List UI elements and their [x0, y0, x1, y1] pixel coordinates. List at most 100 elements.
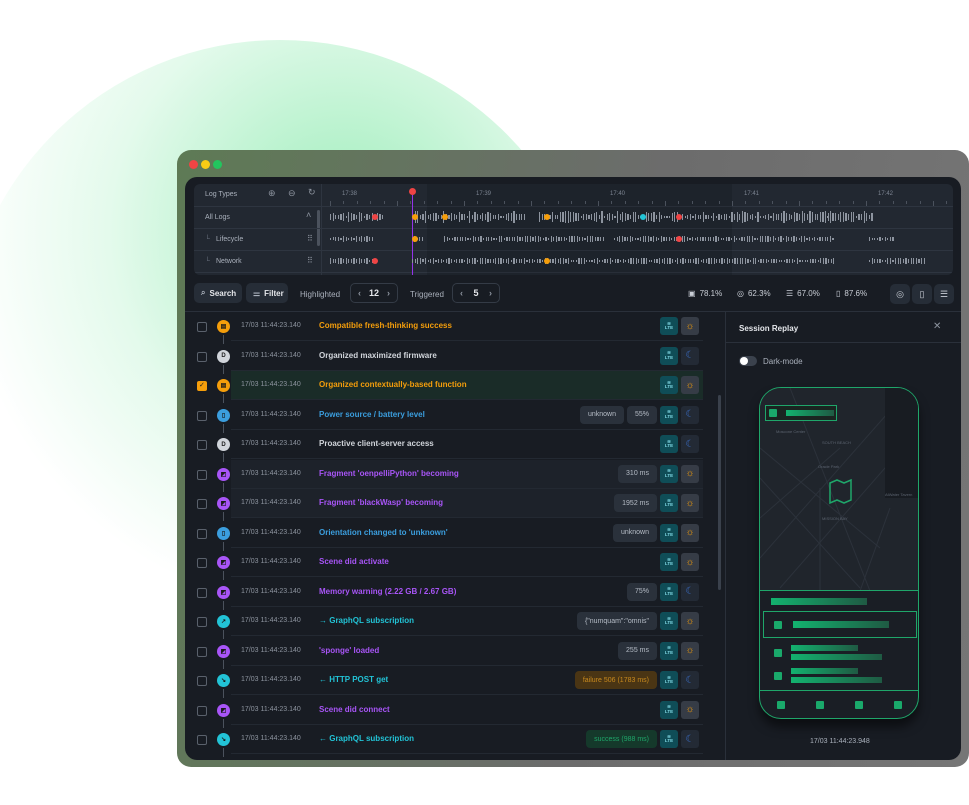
log-row[interactable]: 17/03 11:44:23.140 Fragment 'blackWasp' … — [231, 489, 703, 518]
chevron-left-icon[interactable]: ‹ — [460, 288, 463, 298]
log-event-marker[interactable] — [372, 258, 378, 264]
database-view-button[interactable]: ◎ — [890, 284, 910, 304]
device-replay[interactable]: Moscone Center SOUTH BEACH Oracle Park M… — [759, 387, 919, 719]
log-event-marker[interactable] — [544, 258, 550, 264]
log-density-bar — [560, 258, 562, 264]
log-row[interactable]: 17/03 11:44:23.140 ← GraphQL subscriptio… — [231, 725, 703, 754]
device-log-type-icon: ▯ — [217, 408, 230, 422]
log-density-bar — [353, 258, 355, 264]
log-density-bar — [337, 237, 339, 241]
log-row[interactable]: 17/03 11:44:23.140 Power source / batter… — [231, 401, 703, 430]
log-row[interactable]: 17/03 11:44:23.140 Orientation changed t… — [231, 519, 703, 548]
row-checkbox[interactable] — [197, 558, 207, 568]
log-density-bar — [842, 212, 844, 222]
tick-mark — [651, 201, 653, 204]
log-row[interactable]: 17/03 11:44:23.140 'sponge' loaded 255 m… — [231, 637, 703, 666]
timeline-row-all-logs[interactable]: All Logs ˄ — [194, 206, 953, 228]
lte-network-icon: ≋ LTE — [660, 730, 678, 748]
log-event-marker[interactable] — [676, 236, 682, 242]
log-density-bar — [668, 237, 670, 241]
chevron-right-icon[interactable]: › — [386, 288, 390, 298]
dark-mode-toggle[interactable] — [739, 356, 757, 366]
log-event-marker[interactable] — [412, 214, 418, 220]
log-event-marker[interactable] — [412, 236, 418, 242]
close-icon[interactable]: ✕ — [933, 321, 942, 332]
drag-handle-icon[interactable]: ⠿ — [307, 234, 313, 243]
log-density-bar — [650, 236, 652, 242]
log-row[interactable]: 17/03 11:44:23.140 Organized maximized f… — [231, 342, 703, 371]
log-density-bar — [793, 235, 795, 243]
timeline-row-lifecycle[interactable]: └ Lifecycle ⠿ — [194, 228, 953, 250]
log-density-bar — [749, 214, 751, 220]
row-checkbox[interactable] — [197, 440, 207, 450]
log-row[interactable]: 17/03 11:44:23.140 → GraphQL subscriptio… — [231, 607, 703, 636]
row-checkbox[interactable] — [197, 617, 207, 627]
drag-handle-icon[interactable]: ⠿ — [307, 256, 313, 265]
log-list-scrollbar[interactable] — [718, 395, 721, 590]
chevron-up-icon[interactable]: ˄ — [306, 210, 312, 220]
log-row[interactable]: 17/03 11:44:23.140 Compatible fresh-thin… — [231, 312, 703, 341]
log-row[interactable]: 17/03 11:44:23.140 Scene did connect ≋ LT… — [231, 696, 703, 725]
maximize-window-button[interactable] — [213, 160, 222, 169]
row-checkbox[interactable] — [197, 499, 207, 509]
row-checkbox[interactable] — [197, 528, 207, 539]
log-density-bar — [537, 235, 539, 242]
row-checkbox[interactable] — [197, 676, 207, 686]
log-event-marker[interactable] — [676, 214, 682, 220]
log-density-bar — [480, 235, 482, 243]
timeline-row-network[interactable]: └ Network ⠿ — [194, 250, 953, 272]
log-density-bar — [609, 213, 611, 221]
close-window-button[interactable] — [189, 160, 198, 169]
log-event-marker[interactable] — [640, 214, 646, 220]
log-density-bar — [558, 237, 560, 241]
log-density-bar — [586, 259, 588, 262]
row-checkbox[interactable] — [197, 322, 207, 332]
log-density-bar — [561, 237, 563, 241]
playhead[interactable] — [412, 195, 413, 275]
chevron-left-icon[interactable]: ‹ — [358, 288, 361, 298]
row-checkbox[interactable] — [197, 587, 207, 598]
row-checkbox[interactable] — [197, 469, 207, 480]
lte-network-icon: ≋ LTE — [660, 671, 678, 689]
row-checkbox[interactable]: ✓ — [197, 381, 207, 391]
log-event-marker[interactable] — [544, 214, 550, 220]
log-density-bar — [508, 258, 510, 264]
row-checkbox[interactable] — [197, 735, 207, 745]
log-row[interactable]: 17/03 11:44:23.140 ← HTTP POST get failu… — [231, 666, 703, 695]
log-density-bar — [708, 215, 710, 219]
row-checkbox[interactable] — [197, 705, 207, 716]
log-row[interactable]: 17/03 11:44:23.140 Memory warning (2.22 … — [231, 578, 703, 607]
list-view-button[interactable]: ☰ — [934, 284, 954, 304]
log-row[interactable]: 17/03 11:44:23.140 Scene did activate ≋ L… — [231, 548, 703, 577]
zoom-in-icon[interactable]: ⊕ — [268, 188, 276, 198]
chevron-right-icon[interactable]: › — [488, 288, 492, 298]
log-density-bar — [607, 258, 609, 264]
log-density-bar — [653, 235, 655, 243]
log-density-bar — [484, 213, 486, 220]
row-checkbox[interactable] — [197, 410, 207, 421]
log-density-bar — [754, 215, 756, 219]
cpu-stat: ▣ 78.1% — [688, 289, 722, 298]
row-checkbox[interactable] — [197, 646, 207, 657]
log-event-marker[interactable] — [442, 214, 448, 220]
log-row[interactable]: 17/03 11:44:23.140 Organized contextuall… — [231, 371, 703, 400]
highlighted-stepper[interactable]: ‹ 12 › — [350, 283, 398, 303]
log-event-marker[interactable] — [372, 214, 378, 220]
reset-icon[interactable]: ↻ — [308, 187, 316, 197]
zoom-out-icon[interactable]: ⊖ — [288, 188, 296, 198]
log-row[interactable]: 17/03 11:44:23.140 Proactive client-serv… — [231, 430, 703, 459]
device-view-button[interactable]: ▯ — [912, 284, 932, 304]
network-log-type-icon: ↗ — [217, 615, 230, 628]
triggered-stepper[interactable]: ‹ 5 › — [452, 283, 500, 303]
playhead-handle[interactable] — [409, 188, 416, 195]
log-density-bar — [923, 258, 925, 264]
row-checkbox[interactable] — [197, 351, 207, 362]
log-message: Memory warning (2.22 GB / 2.67 GB) — [319, 586, 457, 596]
filter-button[interactable]: ⚌ Filter — [246, 283, 288, 303]
search-button[interactable]: ⌕ Search — [194, 283, 242, 303]
minimize-window-button[interactable] — [201, 160, 210, 169]
log-density-bar — [330, 213, 332, 221]
log-density-bar — [534, 259, 536, 263]
log-row[interactable]: 17/03 11:44:23.140 Fragment 'oenpelliPyt… — [231, 459, 703, 489]
row-label: Network — [216, 258, 242, 265]
